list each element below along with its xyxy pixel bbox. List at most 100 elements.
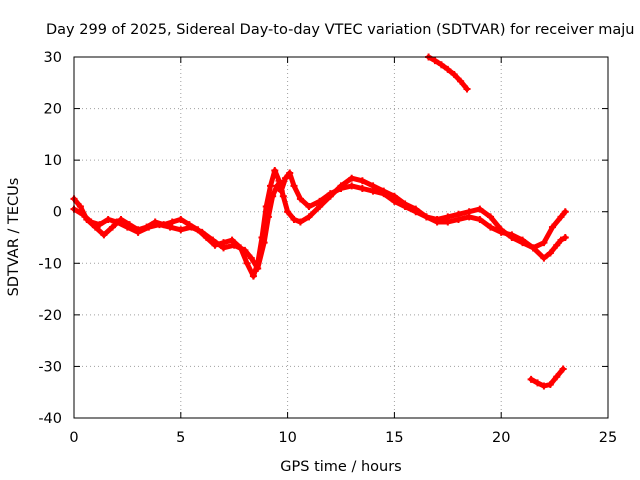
data-point (267, 182, 275, 190)
data-point (104, 215, 112, 223)
data-point (305, 213, 313, 221)
chart-title: Day 299 of 2025, Sidereal Day-to-day VTE… (46, 22, 635, 38)
y-axis-label: SDTVAR / TECUs (6, 178, 22, 297)
data-point (497, 228, 505, 236)
data-point (548, 223, 556, 231)
data-point (284, 208, 292, 216)
y-tick-label: -40 (38, 411, 62, 427)
data-point (412, 208, 420, 216)
data-point (540, 382, 548, 390)
plot-frame (73, 56, 609, 419)
data-point (209, 236, 217, 244)
data-point (546, 380, 554, 388)
data-point (76, 203, 84, 211)
data-point (437, 61, 445, 69)
data-point (134, 228, 142, 236)
data-point (369, 187, 377, 195)
series-trace (71, 168, 568, 279)
data-point (454, 215, 462, 223)
data-point (247, 254, 255, 262)
data-point (273, 182, 281, 190)
data-point (390, 197, 398, 205)
data-point (316, 197, 324, 205)
data-point (166, 223, 174, 231)
grid (74, 57, 608, 418)
data-point (198, 228, 206, 236)
data-point (155, 221, 163, 229)
data-point (527, 375, 535, 383)
data-point (422, 213, 430, 221)
x-tick-label: 25 (599, 430, 617, 446)
data-point (286, 169, 294, 177)
data-point (463, 85, 471, 93)
data-point (540, 254, 548, 262)
y-tick-label: -20 (38, 308, 62, 324)
data-point (465, 213, 473, 221)
data-point (123, 223, 131, 231)
data-point (348, 174, 356, 182)
y-tick-label: 20 (44, 102, 62, 118)
x-axis: 0 5 10 15 20 25 (69, 57, 617, 446)
data-point (281, 174, 289, 182)
data-point (553, 241, 561, 249)
data-point (96, 221, 104, 229)
x-tick-label: 10 (278, 430, 296, 446)
data-point (228, 236, 236, 244)
data-point (358, 177, 366, 185)
data-point (561, 208, 569, 216)
data-point (243, 259, 251, 267)
data-point (279, 192, 287, 200)
data-point (519, 236, 527, 244)
data-point (241, 246, 249, 254)
series-track-a (70, 166, 569, 280)
data-point (108, 223, 116, 231)
data-point (326, 190, 334, 198)
data-point (337, 185, 345, 193)
y-tick-label: -30 (38, 359, 62, 375)
data-point (230, 241, 238, 249)
x-axis-label: GPS time / hours (280, 459, 401, 475)
x-tick-label: 20 (492, 430, 510, 446)
data-point (433, 218, 441, 226)
data-point (476, 205, 484, 213)
data-point (557, 213, 565, 221)
data-point (476, 215, 484, 223)
data-point (431, 57, 439, 65)
x-tick-label: 15 (385, 430, 403, 446)
data-point (305, 203, 313, 211)
data-point (457, 77, 465, 85)
data-point (348, 182, 356, 190)
data-point (290, 182, 298, 190)
data-point (553, 373, 561, 381)
y-tick-label: 30 (44, 50, 62, 66)
y-tick-label: -10 (38, 256, 62, 272)
data-point (177, 226, 185, 234)
data-point (187, 223, 195, 231)
y-tick-label: 10 (44, 153, 62, 169)
data-point (559, 365, 567, 373)
data-point (100, 231, 108, 239)
data-point (168, 218, 176, 226)
data-point (450, 71, 458, 79)
data-point (269, 192, 277, 200)
data-point (277, 187, 285, 195)
data-point (220, 244, 228, 252)
data-point (444, 65, 452, 73)
data-point (296, 218, 304, 226)
data-point (487, 223, 495, 231)
data-point (290, 215, 298, 223)
data-point (254, 264, 262, 272)
y-axis: -40 -30 -20 -10 0 10 20 30 (38, 50, 608, 427)
data-point (113, 218, 121, 226)
data-point (529, 244, 537, 252)
data-point (275, 177, 283, 185)
data-point (557, 236, 565, 244)
data-point (380, 190, 388, 198)
series-upper-arc (425, 53, 471, 93)
data-point (546, 249, 554, 257)
data-series (70, 53, 569, 390)
data-point (145, 223, 153, 231)
y-tick-label: 0 (53, 205, 62, 221)
data-point (534, 379, 542, 387)
